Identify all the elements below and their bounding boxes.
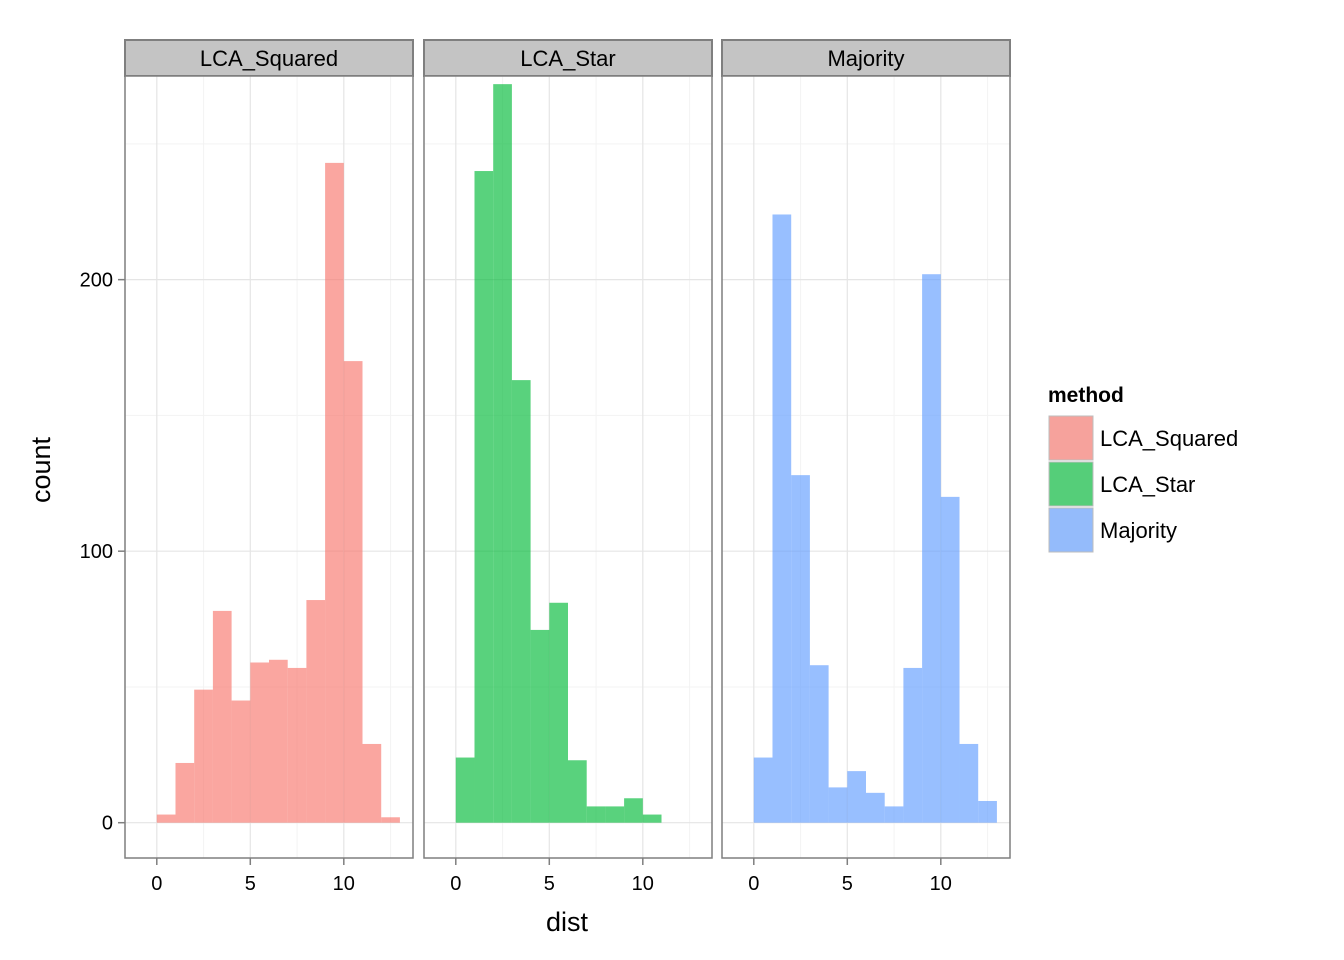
histogram-bar — [828, 787, 848, 823]
histogram-bar — [287, 667, 307, 823]
panel-border — [721, 75, 1011, 859]
facet-panel-lca-star: LCA_Star 0 5 10 — [423, 39, 713, 895]
legend-label: Majority — [1100, 518, 1177, 543]
histogram-bar — [866, 792, 885, 823]
histogram-bar — [791, 475, 810, 823]
histogram-bar — [325, 162, 344, 823]
histogram-bar — [624, 798, 643, 823]
legend-swatch — [1048, 507, 1094, 553]
histogram-bar — [772, 214, 792, 823]
histogram-bar — [455, 757, 475, 823]
legend-swatch — [1048, 415, 1094, 461]
histogram-bar — [231, 700, 251, 823]
histogram-bar — [212, 610, 232, 823]
histogram-bar — [568, 760, 587, 823]
histogram-bar — [511, 380, 531, 823]
histogram-bar — [269, 659, 288, 823]
x-tick-label: 0 — [450, 873, 461, 895]
legend: method LCA_Squared LCA_Star Majority — [1047, 384, 1238, 554]
histogram-bar — [194, 689, 213, 823]
panel-border — [124, 75, 414, 859]
x-tick-label: 0 — [151, 873, 162, 895]
legend-item-majority: Majority — [1047, 506, 1177, 554]
histogram-bar — [493, 84, 512, 823]
facet-panel-majority: Majority 0 5 10 — [721, 39, 1011, 895]
x-tick-label: 10 — [930, 873, 952, 895]
x-axis-title: dist — [546, 907, 589, 937]
histogram-bar — [847, 771, 866, 823]
panel-border — [423, 75, 713, 859]
facet-strip — [124, 39, 414, 77]
histogram-bar — [156, 814, 176, 823]
y-tick-label: 100 — [80, 541, 113, 563]
histogram-bar — [474, 171, 494, 823]
facet-strip-label: Majority — [827, 46, 904, 71]
histogram-bar — [362, 743, 382, 823]
histogram-bars — [455, 84, 662, 823]
histogram-bar — [586, 806, 606, 823]
legend-swatch — [1048, 461, 1094, 507]
x-tick-label: 5 — [842, 873, 853, 895]
histogram-bar — [549, 602, 568, 823]
facet-panels: LCA_Squared 0 5 10 LCA_Star 0 5 10 Majority 0 5 10 — [124, 39, 1011, 895]
histogram-bar — [940, 496, 960, 823]
histogram-bar — [884, 806, 904, 823]
histogram-bar — [175, 762, 195, 823]
histogram-bar — [978, 800, 997, 823]
histogram-bars — [753, 214, 997, 823]
histogram-bar — [343, 361, 363, 823]
y-tick-label: 200 — [80, 270, 113, 292]
x-tick-label: 5 — [245, 873, 256, 895]
legend-label: LCA_Squared — [1100, 426, 1238, 451]
x-axis-ticks: 0 5 10 — [151, 858, 355, 895]
histogram-bar — [809, 665, 829, 823]
histogram-bar — [605, 806, 625, 823]
legend-label: LCA_Star — [1100, 472, 1195, 497]
facet-strip-label: LCA_Squared — [200, 46, 338, 71]
x-tick-label: 10 — [632, 873, 654, 895]
histogram-bar — [306, 600, 326, 823]
histogram-bar — [753, 757, 773, 823]
y-tick-label: 0 — [102, 813, 113, 835]
histogram-bar — [642, 814, 662, 823]
gridlines — [125, 76, 413, 858]
x-tick-label: 10 — [333, 873, 355, 895]
x-tick-label: 5 — [544, 873, 555, 895]
legend-item-lca-squared: LCA_Squared — [1047, 414, 1238, 462]
facet-strip-label: LCA_Star — [520, 46, 615, 71]
x-axis-ticks: 0 5 10 — [748, 858, 952, 895]
histogram-bar — [530, 629, 550, 823]
x-tick-label: 0 — [748, 873, 759, 895]
histogram-bars — [156, 162, 400, 823]
histogram-bar — [922, 274, 941, 823]
legend-item-lca-star: LCA_Star — [1047, 460, 1195, 508]
histogram-bar — [250, 662, 269, 823]
legend-title: method — [1048, 384, 1124, 407]
histogram-bar — [903, 667, 923, 823]
x-axis-ticks: 0 5 10 — [450, 858, 654, 895]
y-axis-title: count — [26, 436, 56, 503]
panel-background — [722, 76, 1010, 858]
histogram-bar — [959, 743, 979, 823]
facet-panel-lca-squared: LCA_Squared 0 5 10 — [124, 39, 414, 895]
histogram-bar — [381, 817, 400, 823]
y-axis: 0 100 200 — [80, 270, 125, 835]
